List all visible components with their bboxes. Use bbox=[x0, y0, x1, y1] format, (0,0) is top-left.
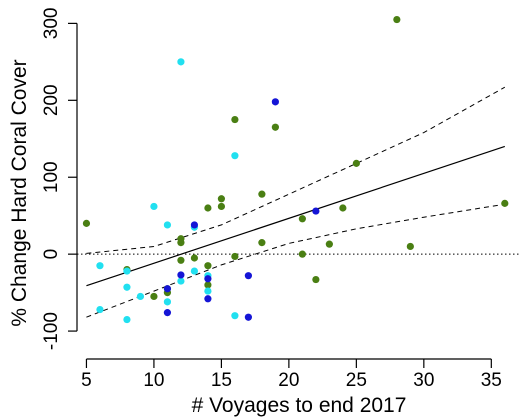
data-point bbox=[204, 275, 212, 283]
x-tick-label: 10 bbox=[143, 370, 164, 391]
data-point bbox=[163, 285, 172, 293]
data-point bbox=[312, 207, 320, 215]
data-point bbox=[406, 242, 414, 251]
data-point bbox=[244, 272, 252, 280]
x-axis-label: # Voyages to end 2017 bbox=[192, 394, 407, 417]
data-point bbox=[163, 221, 172, 229]
x-tick-label: 5 bbox=[81, 370, 92, 391]
data-point bbox=[244, 313, 252, 321]
data-point bbox=[271, 123, 279, 131]
data-point bbox=[96, 305, 104, 314]
data-point bbox=[163, 309, 172, 317]
data-point bbox=[123, 283, 131, 291]
fit-line-group bbox=[86, 145, 505, 287]
data-point bbox=[177, 256, 185, 264]
y-tick-label: -100 bbox=[41, 312, 62, 350]
x-tick-label: 20 bbox=[278, 370, 299, 391]
x-tick-label: 30 bbox=[413, 370, 434, 391]
confidence-band-group bbox=[86, 86, 506, 318]
data-point bbox=[204, 295, 212, 303]
data-point bbox=[271, 98, 279, 106]
axes: -100 0 100 200 300 5 10 15 20 25 30 35 bbox=[41, 8, 502, 391]
data-point bbox=[150, 292, 158, 301]
data-point bbox=[150, 202, 158, 211]
data-point bbox=[501, 199, 509, 207]
data-point bbox=[325, 240, 333, 248]
data-point bbox=[217, 195, 226, 203]
data-point bbox=[231, 115, 239, 124]
y-tick-label: 200 bbox=[41, 84, 62, 116]
upper-confidence-line bbox=[86, 86, 506, 254]
data-point bbox=[352, 159, 360, 167]
data-point bbox=[312, 275, 320, 284]
data-point bbox=[177, 271, 185, 279]
data-points bbox=[82, 15, 509, 324]
x-tick-label: 25 bbox=[346, 370, 367, 391]
data-point bbox=[258, 190, 266, 198]
data-point bbox=[136, 292, 145, 301]
y-tick-label: 300 bbox=[41, 8, 62, 40]
data-point bbox=[339, 204, 347, 212]
data-point bbox=[204, 262, 212, 270]
x-tick-label: 15 bbox=[211, 370, 232, 391]
data-point bbox=[190, 254, 199, 262]
y-tick-label: 0 bbox=[41, 249, 62, 260]
data-point bbox=[204, 281, 212, 289]
data-point bbox=[231, 152, 239, 160]
data-point bbox=[217, 202, 226, 211]
data-point bbox=[96, 262, 104, 270]
data-point bbox=[298, 250, 306, 258]
lower-confidence-line bbox=[86, 203, 505, 318]
y-tick-label: 100 bbox=[41, 161, 62, 193]
data-point bbox=[204, 204, 212, 212]
data-point bbox=[123, 315, 131, 324]
y-axis-label: % Change Hard Coral Cover bbox=[8, 59, 31, 326]
data-point bbox=[177, 277, 185, 285]
regression-line bbox=[86, 145, 505, 287]
x-tick-label: 35 bbox=[481, 370, 502, 391]
data-point bbox=[231, 252, 239, 261]
data-point bbox=[123, 267, 131, 275]
data-point bbox=[177, 235, 185, 243]
data-point bbox=[393, 15, 401, 24]
data-point bbox=[163, 298, 172, 306]
data-point bbox=[190, 267, 199, 275]
data-point bbox=[190, 221, 199, 229]
data-point bbox=[82, 219, 91, 227]
data-point bbox=[231, 312, 239, 320]
data-point bbox=[258, 239, 266, 247]
data-point bbox=[177, 58, 185, 66]
data-point bbox=[204, 287, 212, 295]
data-point bbox=[298, 215, 306, 223]
